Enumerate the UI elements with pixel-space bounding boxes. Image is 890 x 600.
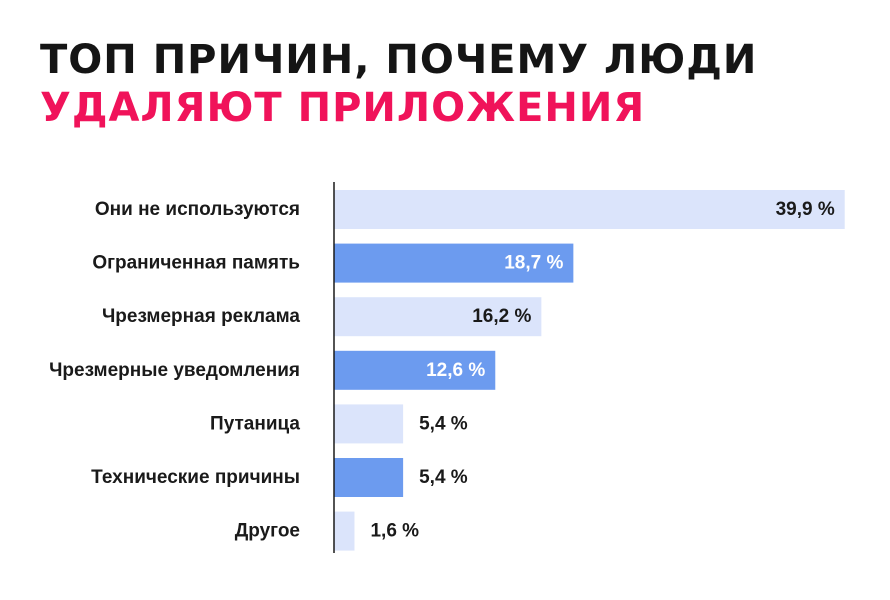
value-label: 5,4 %: [419, 413, 468, 434]
category-label: Технические причины: [91, 467, 300, 488]
bar: [334, 458, 404, 497]
value-label: 5,4 %: [419, 467, 468, 488]
category-label: Они не используются: [95, 199, 300, 220]
chart-title-line-2: УДАЛЯЮТ ПРИЛОЖЕНИЯ: [40, 85, 646, 131]
value-label: 39,9 %: [776, 199, 835, 220]
value-label: 18,7 %: [504, 253, 563, 274]
bar: [334, 297, 542, 337]
category-label: Путаница: [210, 413, 300, 434]
bar: [334, 350, 496, 390]
bar: [334, 190, 845, 229]
value-label: 1,6 %: [370, 521, 419, 542]
labels-group: Они не используются 39,9 % Ограниченная па…: [49, 199, 835, 542]
category-label: Чрезмерная реклама: [102, 306, 300, 327]
bars-group: [334, 190, 845, 551]
bar: [334, 511, 355, 551]
chart-title-line-1: ТОП ПРИЧИН, ПОЧЕМУ ЛЮДИ: [40, 37, 758, 83]
value-label: 16,2 %: [472, 306, 531, 327]
bar: [334, 243, 574, 283]
value-label: 12,6 %: [426, 360, 485, 381]
bar: [334, 404, 404, 444]
category-label: Чрезмерные уведомления: [49, 360, 300, 381]
category-label: Ограниченная память: [92, 253, 300, 274]
category-label: Другое: [235, 521, 300, 542]
